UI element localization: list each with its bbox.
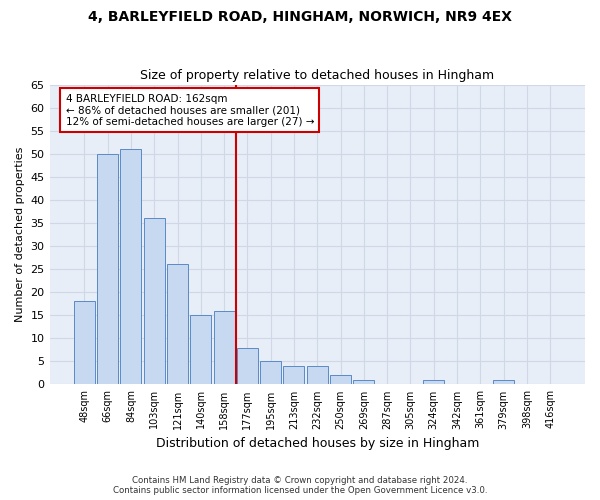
Bar (260, 362, 281, 384)
Text: 4 BARLEYFIELD ROAD: 162sqm
← 86% of detached houses are smaller (201)
12% of sem: 4 BARLEYFIELD ROAD: 162sqm ← 86% of deta… (65, 94, 314, 127)
Text: 4, BARLEYFIELD ROAD, HINGHAM, NORWICH, NR9 4EX: 4, BARLEYFIELD ROAD, HINGHAM, NORWICH, N… (88, 10, 512, 24)
Bar (74, 302, 95, 384)
Y-axis label: Number of detached properties: Number of detached properties (15, 147, 25, 322)
Bar (353, 380, 374, 384)
Bar (190, 315, 211, 384)
Bar (167, 264, 188, 384)
Bar (214, 310, 235, 384)
Bar (330, 375, 351, 384)
Bar (237, 348, 258, 385)
Text: Contains HM Land Registry data © Crown copyright and database right 2024.
Contai: Contains HM Land Registry data © Crown c… (113, 476, 487, 495)
Title: Size of property relative to detached houses in Hingham: Size of property relative to detached ho… (140, 69, 494, 82)
Bar (144, 218, 165, 384)
Bar (97, 154, 118, 384)
Bar (307, 366, 328, 384)
Bar (493, 380, 514, 384)
Bar (283, 366, 304, 384)
X-axis label: Distribution of detached houses by size in Hingham: Distribution of detached houses by size … (155, 437, 479, 450)
Bar (121, 149, 142, 384)
Bar (423, 380, 444, 384)
